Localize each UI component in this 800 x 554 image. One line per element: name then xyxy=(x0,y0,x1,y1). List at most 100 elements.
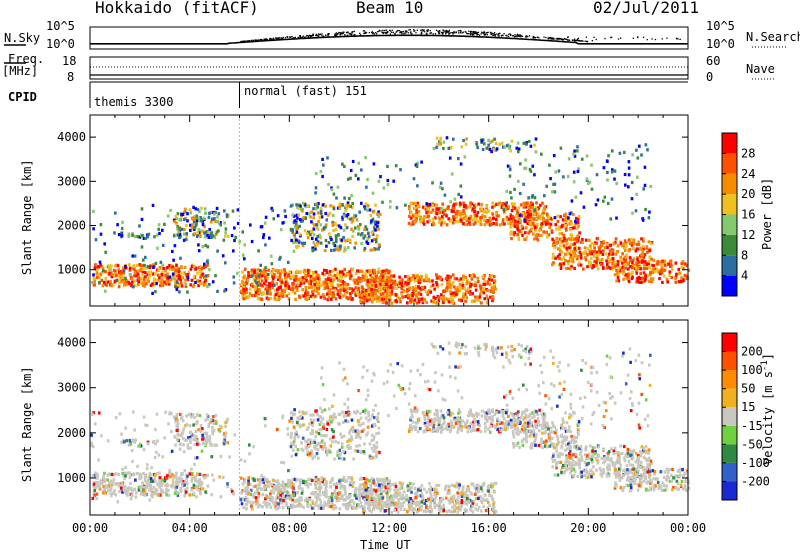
data-cell xyxy=(361,287,365,292)
data-cell xyxy=(483,215,487,219)
data-cell xyxy=(562,233,566,237)
colorbar-tick-label: 12 xyxy=(741,228,755,242)
data-cell xyxy=(567,260,570,264)
data-cell xyxy=(546,235,549,239)
data-cell xyxy=(573,247,576,251)
nsearch-dot xyxy=(420,29,422,31)
data-cell xyxy=(577,246,581,250)
data-cell xyxy=(216,289,219,293)
nsearch-dot xyxy=(468,30,470,32)
data-cell xyxy=(265,495,269,499)
data-cell xyxy=(305,279,308,283)
cpid-segment-2: normal (fast) 151 xyxy=(244,84,367,98)
data-cell xyxy=(252,278,256,282)
data-cell xyxy=(121,277,124,281)
data-cell xyxy=(487,209,491,213)
data-cell xyxy=(265,296,269,300)
data-cell xyxy=(223,431,226,436)
data-cell xyxy=(509,216,513,220)
data-cell xyxy=(328,292,332,296)
nsearch-dot xyxy=(289,36,291,38)
data-cell xyxy=(234,235,237,239)
nsearch-dot xyxy=(445,29,447,32)
data-cell xyxy=(169,208,172,212)
data-cell xyxy=(161,228,164,232)
data-cell xyxy=(486,301,489,305)
nsearch-dot xyxy=(537,36,539,38)
data-cell xyxy=(549,216,552,220)
data-cell xyxy=(386,289,389,293)
data-cell xyxy=(365,208,369,212)
data-cell xyxy=(161,270,164,274)
data-cell xyxy=(462,222,465,226)
data-cell xyxy=(431,208,435,212)
nsearch-dot xyxy=(505,34,508,37)
data-cell xyxy=(680,265,683,270)
data-cell xyxy=(176,280,179,284)
data-cell xyxy=(165,279,168,283)
data-cell xyxy=(464,299,467,303)
data-cell xyxy=(665,277,669,281)
data-cell xyxy=(294,240,297,244)
data-cell xyxy=(534,217,538,221)
data-cell xyxy=(287,297,291,301)
data-cell xyxy=(309,215,312,219)
data-cell xyxy=(206,285,209,289)
data-cell xyxy=(196,439,199,443)
data-cell xyxy=(522,205,526,209)
data-cell xyxy=(527,196,530,200)
data-cell xyxy=(102,269,105,273)
data-cell xyxy=(142,491,146,495)
data-cell xyxy=(503,145,506,149)
data-cell xyxy=(593,246,596,250)
data-cell xyxy=(491,217,495,221)
data-cell xyxy=(200,229,203,233)
data-cell xyxy=(505,218,509,222)
data-cell xyxy=(644,276,647,281)
data-cell xyxy=(286,274,290,278)
data-cell xyxy=(124,283,128,287)
data-cell xyxy=(356,282,360,286)
data-cell xyxy=(439,136,442,140)
data-cell xyxy=(390,279,394,283)
data-cell xyxy=(340,497,343,501)
nsearch-dot xyxy=(459,30,461,32)
nsearch-dot xyxy=(340,32,342,34)
data-cell xyxy=(249,223,252,227)
data-cell xyxy=(416,214,420,218)
nsearch-dot xyxy=(328,33,330,35)
data-cell xyxy=(256,288,260,292)
data-cell xyxy=(107,264,111,268)
data-cell xyxy=(280,282,283,286)
data-cell xyxy=(614,237,618,241)
nsearch-dot xyxy=(348,33,350,35)
data-cell xyxy=(466,287,470,291)
data-cell xyxy=(363,228,366,232)
data-cell xyxy=(479,293,482,297)
data-cell xyxy=(104,250,107,254)
data-cell xyxy=(103,280,106,284)
data-cell xyxy=(179,489,183,493)
data-cell xyxy=(172,267,176,271)
data-cell xyxy=(181,484,184,488)
data-cell xyxy=(146,270,150,274)
data-cell xyxy=(284,286,288,290)
data-cell xyxy=(636,276,640,280)
data-cell xyxy=(509,190,512,195)
data-cell xyxy=(204,437,207,442)
data-cell xyxy=(117,472,120,476)
data-cell xyxy=(264,243,267,247)
data-cell xyxy=(420,218,423,222)
data-cell xyxy=(144,266,148,270)
data-cell xyxy=(187,270,190,274)
data-cell xyxy=(373,496,376,500)
nsearch-dot xyxy=(448,29,450,32)
data-cell xyxy=(243,289,247,293)
data-cell xyxy=(104,289,107,293)
nsearch-dot xyxy=(398,30,401,32)
data-cell xyxy=(419,292,423,297)
data-cell xyxy=(273,273,276,277)
data-cell xyxy=(344,223,347,227)
data-cell xyxy=(307,272,310,276)
data-cell xyxy=(144,473,148,477)
